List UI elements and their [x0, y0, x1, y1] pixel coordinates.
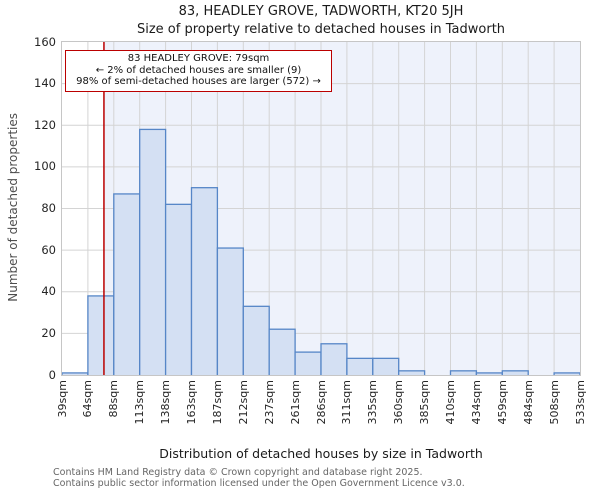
- chart-title: 83, HEADLEY GROVE, TADWORTH, KT20 5JH: [178, 4, 464, 19]
- histogram-bar: [190, 187, 219, 375]
- y-tick-label: 60: [41, 242, 56, 257]
- histogram-bar: [449, 370, 478, 375]
- histogram-bar: [87, 295, 115, 375]
- x-tick-label: 187sqm: [210, 380, 224, 425]
- x-tick-label: 88sqm: [107, 380, 121, 418]
- x-tick-label: 459sqm: [495, 380, 509, 425]
- x-tick-label: 360sqm: [392, 380, 406, 425]
- histogram-bar: [475, 372, 503, 375]
- x-tick-label: 484sqm: [521, 380, 535, 425]
- x-tick-label: 261sqm: [288, 380, 302, 425]
- x-tick-label: 212sqm: [236, 380, 250, 425]
- histogram-bar: [346, 357, 374, 375]
- annotation-property-line: 83 HEADLEY GROVE: 79sqm: [127, 53, 270, 64]
- footer-attribution-line-2: Contains public sector information licen…: [53, 477, 465, 489]
- x-tick-label: 64sqm: [81, 380, 95, 418]
- x-tick-label: 385sqm: [418, 380, 432, 425]
- y-tick-label: 40: [41, 284, 56, 299]
- histogram-bar: [62, 372, 89, 375]
- histogram-bar: [553, 372, 580, 375]
- footer: Contains HM Land Registry data © Crown c…: [53, 467, 593, 489]
- x-tick-label: 138sqm: [159, 380, 173, 425]
- footer-attribution-line-1: Contains HM Land Registry data © Crown c…: [53, 467, 423, 478]
- histogram-bar: [113, 193, 141, 375]
- x-tick-label: 434sqm: [469, 380, 483, 425]
- x-tick-label: 286sqm: [314, 380, 328, 425]
- x-tick-label: 335sqm: [366, 380, 380, 425]
- histogram-bar: [398, 370, 426, 375]
- histogram-bar: [216, 247, 244, 375]
- annotation-smaller-line: ← 2% of detached houses are smaller (9): [95, 64, 302, 76]
- chart-subtitle: Size of property relative to detached ho…: [136, 22, 506, 37]
- x-tick-label: 533sqm: [573, 380, 587, 425]
- histogram-bar: [372, 357, 400, 375]
- y-tick-label: 140: [34, 76, 56, 91]
- histogram-bar: [242, 305, 270, 375]
- annotation-larger-line: 98% of semi-detached houses are larger (…: [76, 76, 321, 87]
- x-tick-label: 237sqm: [262, 380, 276, 425]
- histogram-bar: [164, 203, 193, 375]
- y-tick-label: 160: [34, 34, 56, 49]
- histogram-bar: [320, 343, 348, 375]
- y-tick-label: 120: [34, 117, 56, 132]
- histogram-bar: [501, 370, 529, 375]
- x-axis-label: Distribution of detached houses by size …: [159, 446, 483, 461]
- histogram-canvas: [62, 42, 580, 375]
- histogram-bar: [268, 328, 296, 375]
- y-tick-label: 0: [48, 367, 56, 382]
- y-tick-label: 20: [41, 325, 56, 340]
- plot-area: 83 HEADLEY GROVE: 79sqm ← 2% of detached…: [61, 41, 581, 376]
- x-tick-label: 113sqm: [133, 380, 147, 425]
- histogram-bar: [294, 351, 322, 375]
- x-tick-label: 311sqm: [340, 380, 354, 425]
- y-tick-label: 100: [34, 159, 56, 174]
- x-tick-label: 508sqm: [547, 380, 561, 425]
- histogram-bar: [139, 128, 167, 375]
- x-tick-label: 163sqm: [185, 380, 198, 425]
- annotation-box: 83 HEADLEY GROVE: 79sqm ← 2% of detached…: [65, 50, 332, 92]
- x-tick-label: 39sqm: [55, 380, 69, 418]
- y-tick-label: 80: [41, 201, 56, 215]
- x-tick-label: 410sqm: [444, 380, 457, 425]
